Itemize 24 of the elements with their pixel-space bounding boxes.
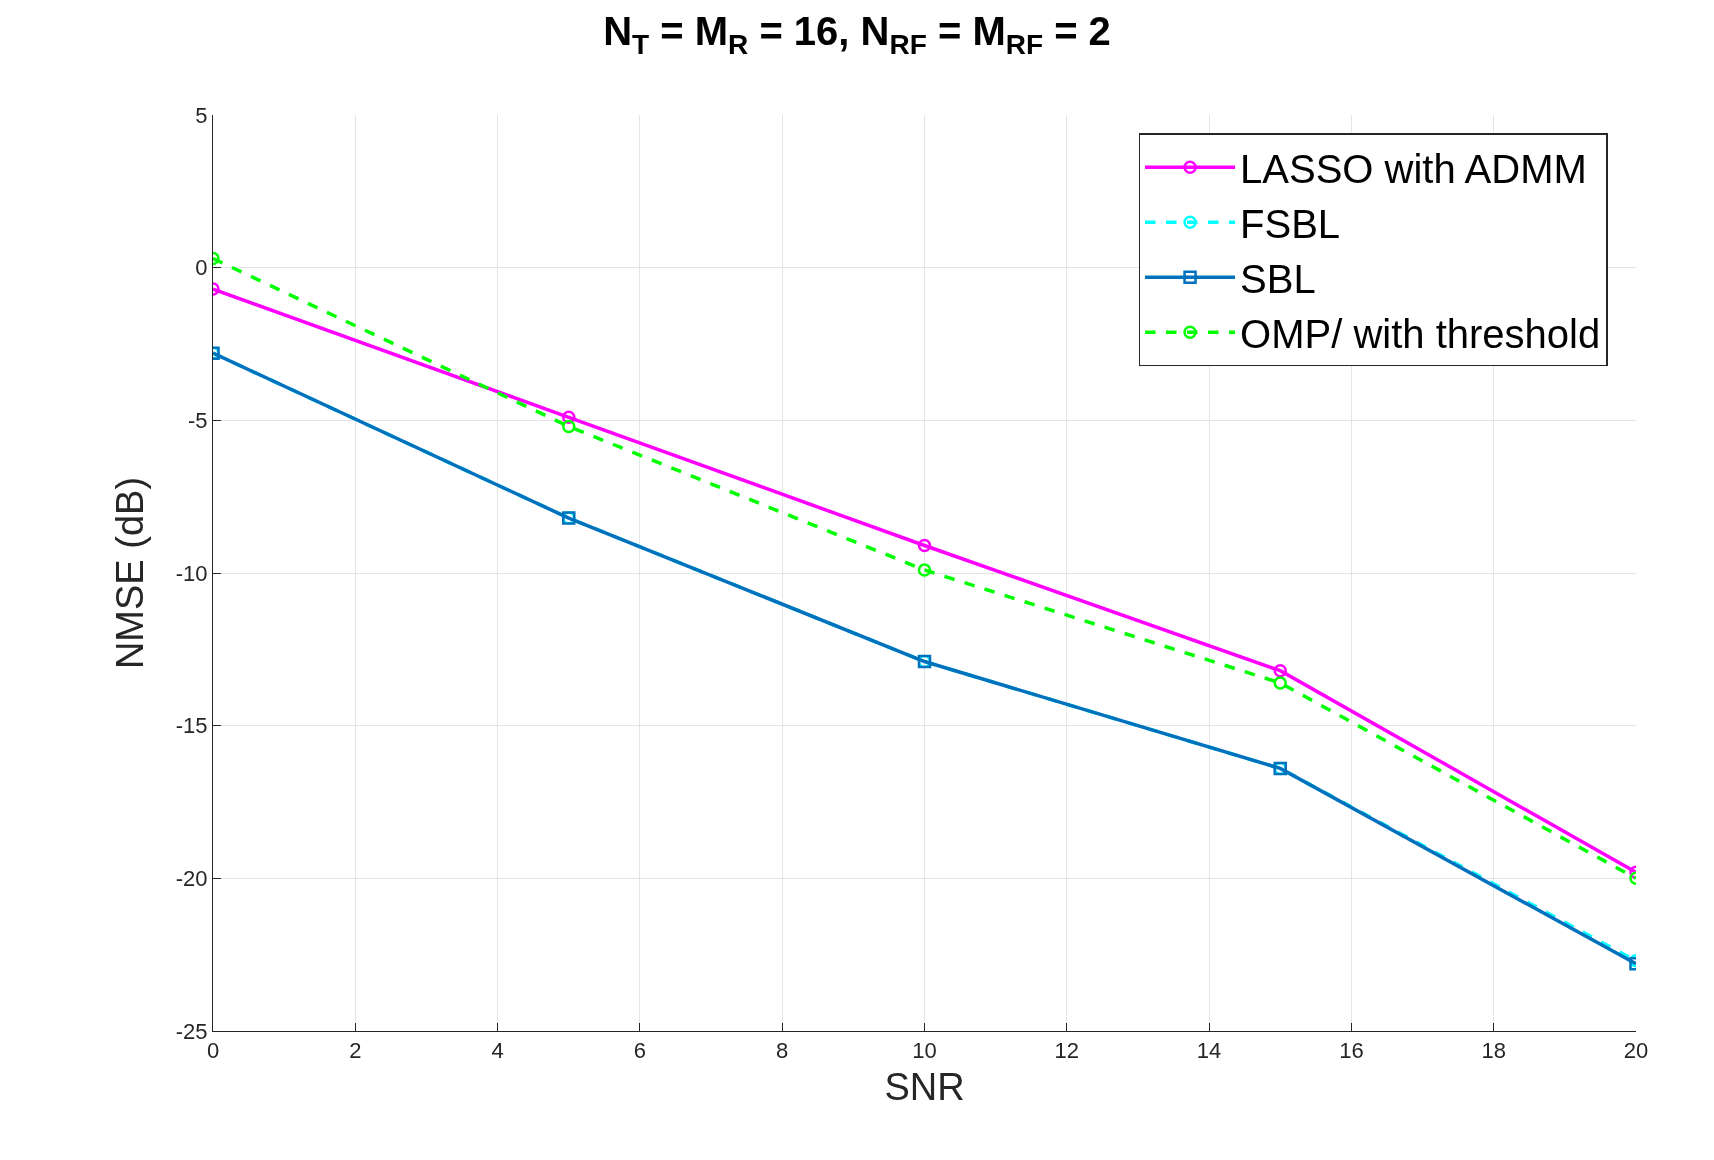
y-tick-label: -10: [175, 560, 208, 586]
chart-title: N$_{T}$ = M$_{R}$ = 16, N$_{RF}$ = M$_{RF}$ = 2: [603, 9, 1111, 60]
x-tick-label: 20: [1623, 1038, 1649, 1064]
legend-label: LASSO with ADMM: [1240, 146, 1587, 191]
x-tick-label: 14: [1196, 1038, 1222, 1064]
y-tick-label: -5: [188, 408, 208, 434]
x-tick-label: 4: [491, 1038, 504, 1064]
y-tick-label: -15: [175, 713, 208, 739]
y-axis-title: NMSE (dB): [109, 476, 151, 670]
y-tick-label: -20: [175, 866, 208, 892]
x-tick-label: 10: [912, 1038, 937, 1064]
legend-label: FSBL: [1240, 201, 1341, 246]
y-tick-label: -25: [175, 1018, 208, 1044]
x-tick-label: 12: [1054, 1038, 1080, 1064]
x-tick-label: 16: [1339, 1038, 1364, 1064]
y-tick-label: 0: [195, 255, 208, 281]
x-tick-label: 6: [633, 1038, 647, 1064]
legend-label: SBL: [1240, 256, 1316, 301]
x-tick-label: 18: [1481, 1038, 1506, 1064]
x-axis-title: SNR: [884, 1065, 965, 1108]
x-tick-label: 8: [776, 1038, 789, 1064]
legend-label: OMP/ with threshold: [1240, 311, 1601, 356]
y-tick-label: 5: [195, 102, 208, 128]
x-tick-label: 2: [349, 1038, 362, 1064]
